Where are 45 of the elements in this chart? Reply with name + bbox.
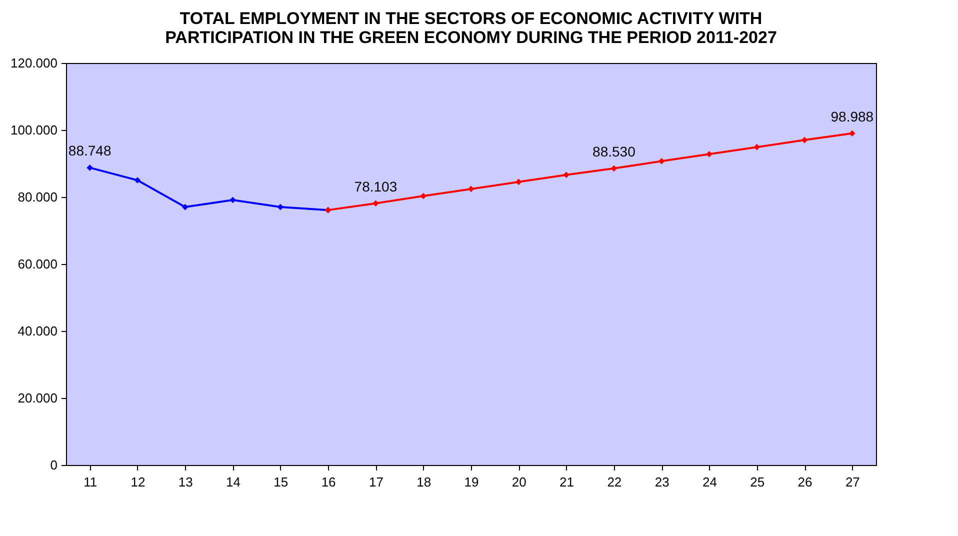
point <box>563 172 570 178</box>
point <box>754 144 760 150</box>
x-tick-label: 14 <box>226 474 240 490</box>
y-tick-label: 20.000 <box>18 390 58 406</box>
x-tick-label: 26 <box>798 474 812 490</box>
point <box>182 204 188 210</box>
point <box>706 150 712 158</box>
point <box>468 186 474 192</box>
y-tick-label: 80.000 <box>18 190 58 204</box>
x-tick-label: 27 <box>845 474 860 490</box>
x-tick-label: 15 <box>274 474 288 490</box>
data-label: 88.748 <box>68 142 112 159</box>
point <box>515 178 522 186</box>
x-tick-label: 24 <box>702 474 717 490</box>
x-tick-label: 13 <box>178 474 193 490</box>
x-tick-label: 12 <box>130 474 146 490</box>
y-tick-label: 100.000 <box>10 122 58 138</box>
x-tick-label: 22 <box>607 474 622 490</box>
data-label: 98.988 <box>830 108 874 124</box>
x-tick-label: 21 <box>560 474 574 490</box>
x-tick-label: 11 <box>84 474 98 490</box>
point <box>801 136 808 144</box>
x-tick-label: 25 <box>750 474 765 490</box>
x-tick-label: 20 <box>512 474 526 490</box>
point <box>610 165 618 172</box>
point <box>849 130 856 137</box>
point <box>658 158 665 164</box>
point <box>372 200 379 207</box>
x-tick-label: 16 <box>321 474 336 490</box>
point <box>277 204 284 210</box>
point <box>134 177 141 184</box>
point <box>86 164 93 171</box>
y-tick-label: 0 <box>50 458 58 472</box>
y-tick-label: 40.000 <box>18 324 58 338</box>
y-tick-label: 60.000 <box>18 256 58 272</box>
x-tick-label: 19 <box>464 474 479 490</box>
y-tick-label: 120.000 <box>10 56 58 70</box>
point <box>230 196 236 204</box>
x-tick-label: 23 <box>654 474 670 490</box>
point <box>420 192 427 200</box>
data-label: 78.103 <box>354 178 398 194</box>
x-tick-label: 17 <box>368 474 384 490</box>
chart-title: TOTAL EMPLOYMENT IN THE SECTORS OF ECONOMIC ACTIVITY WITH PARTICIPATION IN THE GREEN ECONOMY DURING THE PERIOD 2011-2027 <box>165 9 777 47</box>
data-label: 88.530 <box>592 143 636 160</box>
x-tick-label: 18 <box>416 474 432 490</box>
